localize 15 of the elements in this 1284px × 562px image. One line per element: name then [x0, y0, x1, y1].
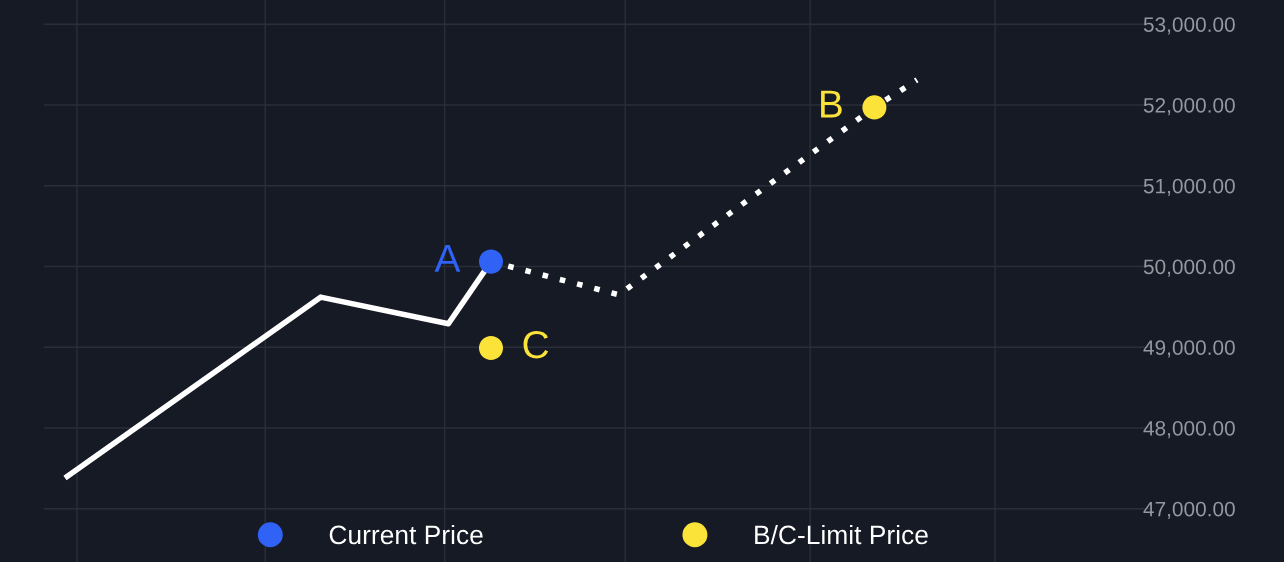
annotation: A — [434, 244, 461, 272]
y-tick-label: 49,000.00 — [1143, 340, 1235, 358]
y-tick-label: 50,000.00 — [1143, 259, 1235, 277]
point — [478, 249, 504, 274]
annotation: C — [523, 330, 549, 359]
point — [478, 335, 504, 361]
legend-label: Current Price — [329, 524, 483, 545]
y-tick-label: 48,000.00 — [1143, 420, 1235, 439]
point — [862, 95, 887, 120]
y-tick-label: 51,000.00 — [1143, 178, 1235, 196]
annotation: B — [821, 90, 842, 118]
legend-label: B/C-Limit Price — [755, 524, 928, 545]
y-tick-label: 47,000.00 — [1143, 501, 1235, 519]
y-tick-label: 53,000.00 — [1143, 17, 1235, 35]
y-tick-label: 52,000.00 — [1143, 97, 1235, 116]
